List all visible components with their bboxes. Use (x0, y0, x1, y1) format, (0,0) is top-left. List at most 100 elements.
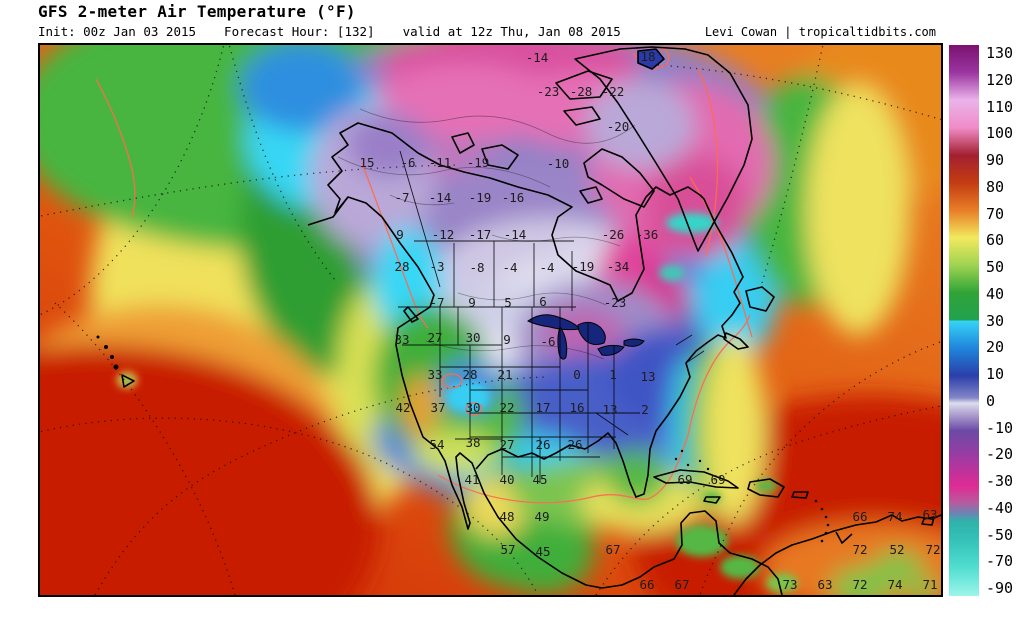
colorbar-tick-label: -10 (986, 418, 1014, 437)
station-temp-label: 13 (640, 369, 655, 384)
colorbar-tick-label: 100 (986, 124, 1014, 143)
station-temp-label: 63 (817, 577, 832, 592)
station-temp-label: -23 (537, 84, 560, 99)
station-temp-label: 45 (532, 472, 547, 487)
station-temp-label: 18 (640, 49, 655, 64)
forecast-hour-label: Forecast Hour: [132] (224, 24, 375, 39)
station-temp-label: -14 (504, 227, 527, 242)
station-temp-label: -7 (394, 190, 409, 205)
station-temp-label: 45 (535, 544, 550, 559)
station-temp-label: -26 (602, 227, 625, 242)
colorbar-tick-label: 50 (986, 258, 1005, 276)
station-temp-label: -23 (604, 295, 627, 310)
station-temp-label: 40 (499, 472, 514, 487)
station-temp-label: 71 (922, 577, 937, 592)
station-temp-label: 49 (534, 509, 549, 524)
colorbar-tick-label: 130 (986, 44, 1014, 62)
station-temp-label: 41 (464, 472, 479, 487)
colorbar-tick-label: 20 (986, 338, 1005, 357)
station-temp-label: 6 (539, 294, 547, 309)
colorbar-tick-label: 70 (986, 204, 1005, 223)
station-temp-label: -3 (429, 259, 444, 274)
station-temp-label: 48 (499, 509, 514, 524)
station-temp-label: 1 (609, 367, 617, 382)
station-temp-label: 69 (677, 472, 692, 487)
colorbar-tick-label: 110 (986, 97, 1014, 116)
station-temp-label: 67 (605, 542, 620, 557)
colorbar-tick-label: 120 (986, 70, 1014, 89)
temperature-map-svg: -14 18-23 -28 -22-2015 -6 -11 -19 -10-7 -14 -19 -1… (40, 45, 941, 595)
station-temp-label: 73 (782, 577, 797, 592)
station-temp-label: -34 (607, 259, 630, 274)
station-temp-label: -14 (429, 190, 452, 205)
station-temp-label: 37 (430, 400, 445, 415)
station-temp-label: 21 (497, 367, 512, 382)
colorbar-tick-label: 90 (986, 151, 1005, 169)
station-temp-label: -16 (502, 190, 525, 205)
station-temp-label: 72 (925, 542, 940, 557)
station-temp-label: 9 (503, 332, 511, 347)
colorbar-tick-label: 60 (986, 231, 1005, 250)
temperature-map: -14 18 -23 -28 -22 -20 15 -6 -11 -19 -10 -7 -14 -19 -1… (38, 43, 943, 597)
station-temp-label: 27 (499, 437, 514, 452)
station-temp-label: 2 (641, 402, 649, 417)
station-temp-label: -36 (636, 227, 659, 242)
station-temp-label: 17 (535, 400, 550, 415)
station-temp-label: -11 (429, 155, 452, 170)
colorbar (949, 45, 979, 596)
station-temp-label: 9 (396, 227, 404, 242)
init-time-label: Init: 00z Jan 03 2015 (38, 24, 197, 39)
colorbar-tick-label: -50 (986, 525, 1014, 544)
page-title: GFS 2-meter Air Temperature (°F) (38, 2, 356, 21)
colorbar-tick-label: 80 (986, 177, 1005, 196)
colorbar-tick-label: -20 (986, 445, 1014, 464)
coastlines (121, 46, 941, 595)
run-info-bar: Init: 00z Jan 03 2015 Forecast Hour: [132… (38, 24, 649, 39)
valid-time-label: valid at 12z Thu, Jan 08 2015 (402, 24, 621, 39)
temperature-field (40, 45, 941, 595)
colorbar-tick-label: 0 (986, 391, 996, 410)
station-temp-label: 27 (427, 330, 442, 345)
station-temp-label: -8 (469, 260, 484, 275)
station-temp-label: 33 (427, 367, 442, 382)
great-lakes (527, 314, 645, 360)
station-temp-label: -28 (570, 84, 593, 99)
colorbar-tick-label: 40 (986, 284, 1005, 303)
colorbar-tick-label: -70 (986, 552, 1014, 571)
station-temp-label: 67 (674, 577, 689, 592)
station-temp-label: -19 (467, 155, 490, 170)
station-temp-label: 33 (394, 332, 409, 347)
station-temp-label: 28 (394, 259, 409, 274)
station-temp-label: -4 (502, 260, 517, 275)
station-temp-label: 30 (465, 330, 480, 345)
station-temp-label: -20 (607, 119, 630, 134)
station-temp-label: -17 (469, 227, 492, 242)
station-temp-label: -4 (539, 260, 554, 275)
station-temp-label: 22 (499, 400, 514, 415)
station-temp-label: -6 (540, 334, 555, 349)
station-temp-label: 57 (500, 542, 515, 557)
station-temp-label: 66 (852, 509, 867, 524)
station-temp-label: 28 (462, 367, 477, 382)
station-temp-label: -22 (602, 84, 625, 99)
station-temp-label: 15 (359, 155, 374, 170)
station-temp-label: 42 (395, 400, 410, 415)
station-temp-label: 74 (887, 509, 902, 524)
station-temp-label: -10 (547, 156, 570, 171)
colorbar-tick-label: -40 (986, 498, 1014, 517)
station-temp-label: 13 (602, 402, 617, 417)
colorbar-tick-label: -30 (986, 472, 1014, 490)
station-temp-label: 66 (639, 577, 654, 592)
station-temp-label: -19 (469, 190, 492, 205)
station-temp-label: 54 (429, 437, 444, 452)
station-temp-label: -7 (429, 295, 444, 310)
station-temp-label: 5 (504, 295, 512, 310)
station-temp-label: 26 (535, 437, 550, 452)
graticule (40, 45, 941, 595)
station-temp-label: 52 (889, 542, 904, 557)
station-temp-label: -6 (400, 155, 415, 170)
colorbar-tick-label: 10 (986, 365, 1005, 383)
station-temp-label: 9 (468, 295, 476, 310)
station-temp-label: 30 (465, 400, 480, 415)
